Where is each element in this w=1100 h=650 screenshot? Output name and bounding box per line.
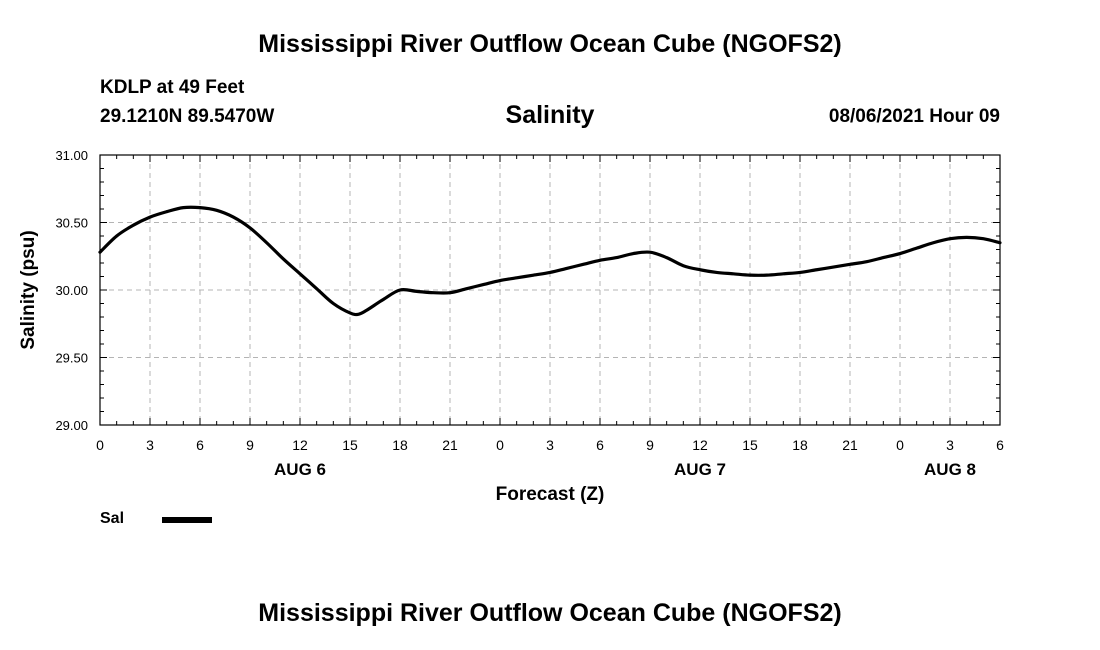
x-tick-label: 0 [896,437,904,453]
y-tick-label: 30.50 [55,216,88,231]
x-tick-label: 18 [792,437,808,453]
station-label: KDLP at 49 Feet [100,77,245,98]
x-tick-label: 21 [442,437,458,453]
x-tick-label: 3 [146,437,154,453]
legend-swatch [162,517,212,523]
legend-label: Sal [100,510,125,527]
x-tick-label: 0 [496,437,504,453]
y-axis-label: Salinity (psu) [18,230,39,349]
x-tick-label: 9 [646,437,654,453]
coordinates-label: 29.1210N 89.5470W [100,106,275,127]
day-label: AUG 6 [274,460,326,479]
x-tick-label: 9 [246,437,254,453]
x-axis-label: Forecast (Z) [496,484,605,505]
plot-frame [99,154,1001,426]
series-line-sal [98,205,1002,317]
x-tick-label: 0 [96,437,104,453]
x-tick-label: 12 [692,437,708,453]
x-tick-label: 15 [742,437,758,453]
chart-title: Salinity [505,101,595,129]
datetime-label: 08/06/2021 Hour 09 [828,106,1000,127]
day-label: AUG 8 [924,460,976,479]
x-tick-label: 6 [196,437,204,453]
y-tick-label: 29.00 [55,418,88,433]
x-tick-label: 6 [596,437,604,453]
x-tick-label: 3 [546,437,554,453]
x-tick-label: 6 [996,437,1004,453]
x-tick-label: 21 [842,437,858,453]
y-tick-label: 29.50 [55,351,88,366]
y-tick-label: 30.00 [55,283,88,298]
day-label: AUG 7 [674,460,726,479]
footer-title: Mississippi River Outflow Ocean Cube (NG… [258,599,842,627]
page-title: Mississippi River Outflow Ocean Cube (NG… [258,30,842,58]
x-tick-label: 18 [392,437,408,453]
y-tick-label: 31.00 [55,148,88,163]
x-tick-label: 15 [342,437,358,453]
x-tick-label: 12 [292,437,308,453]
x-tick-label: 3 [946,437,954,453]
